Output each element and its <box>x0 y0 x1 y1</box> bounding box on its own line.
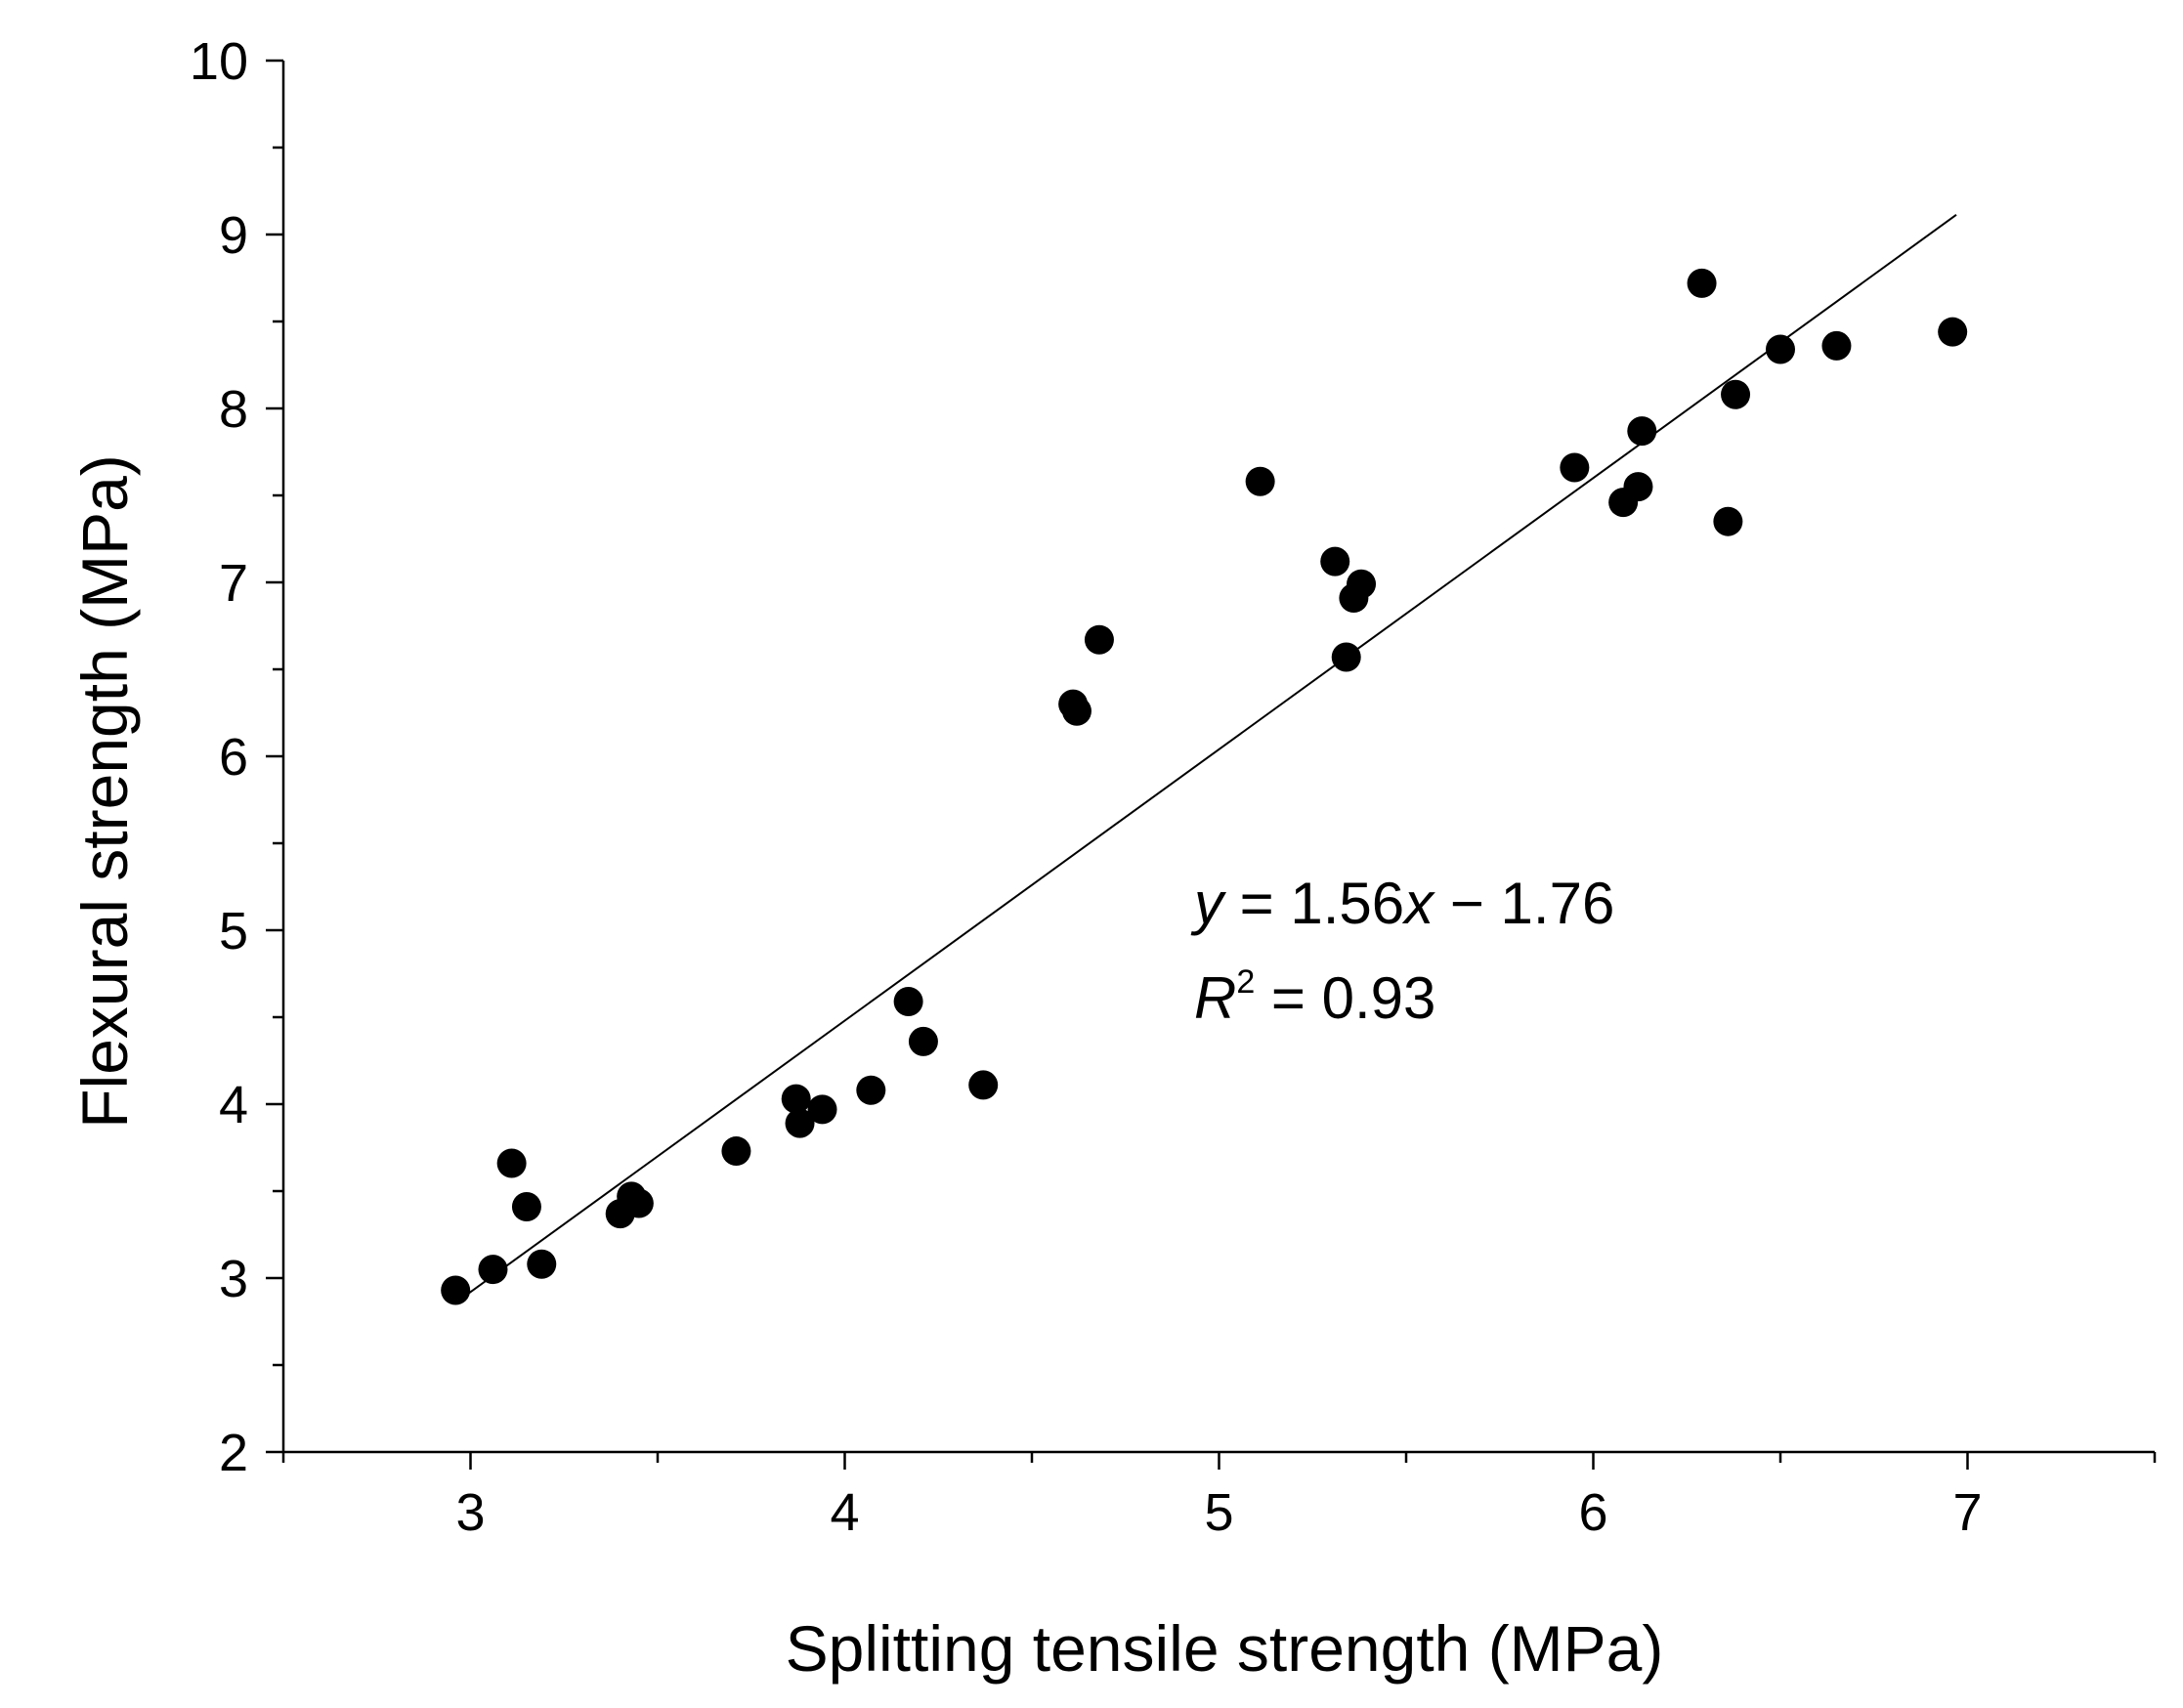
svg-text:R2 = 0.93: R2 = 0.93 <box>1194 963 1435 1031</box>
x-tick-label: 6 <box>1578 1483 1607 1542</box>
data-point <box>1320 546 1350 576</box>
y-tick-label: 2 <box>219 1424 248 1482</box>
data-point <box>721 1136 751 1167</box>
y-tick-label: 10 <box>190 32 248 91</box>
data-points <box>441 268 1968 1305</box>
data-point <box>527 1249 557 1279</box>
x-tick-label: 5 <box>1204 1483 1233 1542</box>
data-point <box>1245 466 1275 496</box>
y-tick-label: 6 <box>219 728 248 787</box>
data-point <box>781 1084 811 1114</box>
x-axis-title: Splitting tensile strength (MPa) <box>786 1612 1664 1685</box>
data-point <box>807 1094 837 1125</box>
equation-slope: = 1.56 <box>1223 871 1404 936</box>
y-tick-label: 8 <box>219 380 248 439</box>
data-point <box>511 1192 541 1222</box>
data-point <box>1061 696 1092 726</box>
data-point <box>623 1188 654 1218</box>
equation-y-var: y <box>1190 871 1227 936</box>
x-tick-label: 7 <box>1952 1483 1982 1542</box>
data-point <box>1713 506 1743 536</box>
r-squared-value: = 0.93 <box>1255 965 1435 1031</box>
data-point <box>1084 624 1114 655</box>
r-squared-exponent: 2 <box>1236 963 1255 1001</box>
data-point <box>1560 452 1590 483</box>
r-squared-label: R2 = 0.93 <box>1194 963 1435 1031</box>
r-squared-r: R <box>1194 965 1236 1031</box>
data-point <box>968 1070 999 1100</box>
y-axis-title: Flexural strength (MPa) <box>68 454 141 1129</box>
data-point <box>478 1255 508 1285</box>
data-point <box>1331 642 1361 672</box>
fit-line-group <box>462 214 1957 1299</box>
y-tick-label: 4 <box>219 1076 248 1134</box>
y-tick-label: 7 <box>219 554 248 613</box>
svg-text:y = 1.56x − 1.76: y = 1.56x − 1.76 <box>1190 871 1614 936</box>
data-point <box>1821 330 1852 361</box>
data-point <box>785 1108 815 1138</box>
data-point <box>1623 472 1653 502</box>
data-point <box>1347 569 1377 599</box>
y-tick-label: 3 <box>219 1250 248 1308</box>
data-point <box>441 1275 471 1305</box>
regression-line <box>462 214 1957 1299</box>
y-tick-label: 9 <box>219 206 248 265</box>
regression-equation: y = 1.56x − 1.76 <box>1190 871 1614 936</box>
equation-intercept: − 1.76 <box>1434 871 1614 936</box>
data-point <box>496 1148 527 1178</box>
y-tick-label: 5 <box>219 902 248 961</box>
data-point <box>1938 317 1968 347</box>
x-tick-label: 4 <box>830 1483 859 1542</box>
data-point <box>1766 334 1795 364</box>
x-tick-label: 3 <box>455 1483 485 1542</box>
data-point <box>1687 268 1717 298</box>
equation-x-var: x <box>1401 871 1435 936</box>
data-point <box>1627 416 1657 447</box>
data-point <box>893 986 923 1016</box>
data-point <box>908 1026 938 1056</box>
axes: 3 4 5 6 7 2 3 4 5 6 7 8 9 10 <box>190 32 2157 1542</box>
data-point <box>856 1075 886 1105</box>
data-point <box>1721 379 1751 409</box>
